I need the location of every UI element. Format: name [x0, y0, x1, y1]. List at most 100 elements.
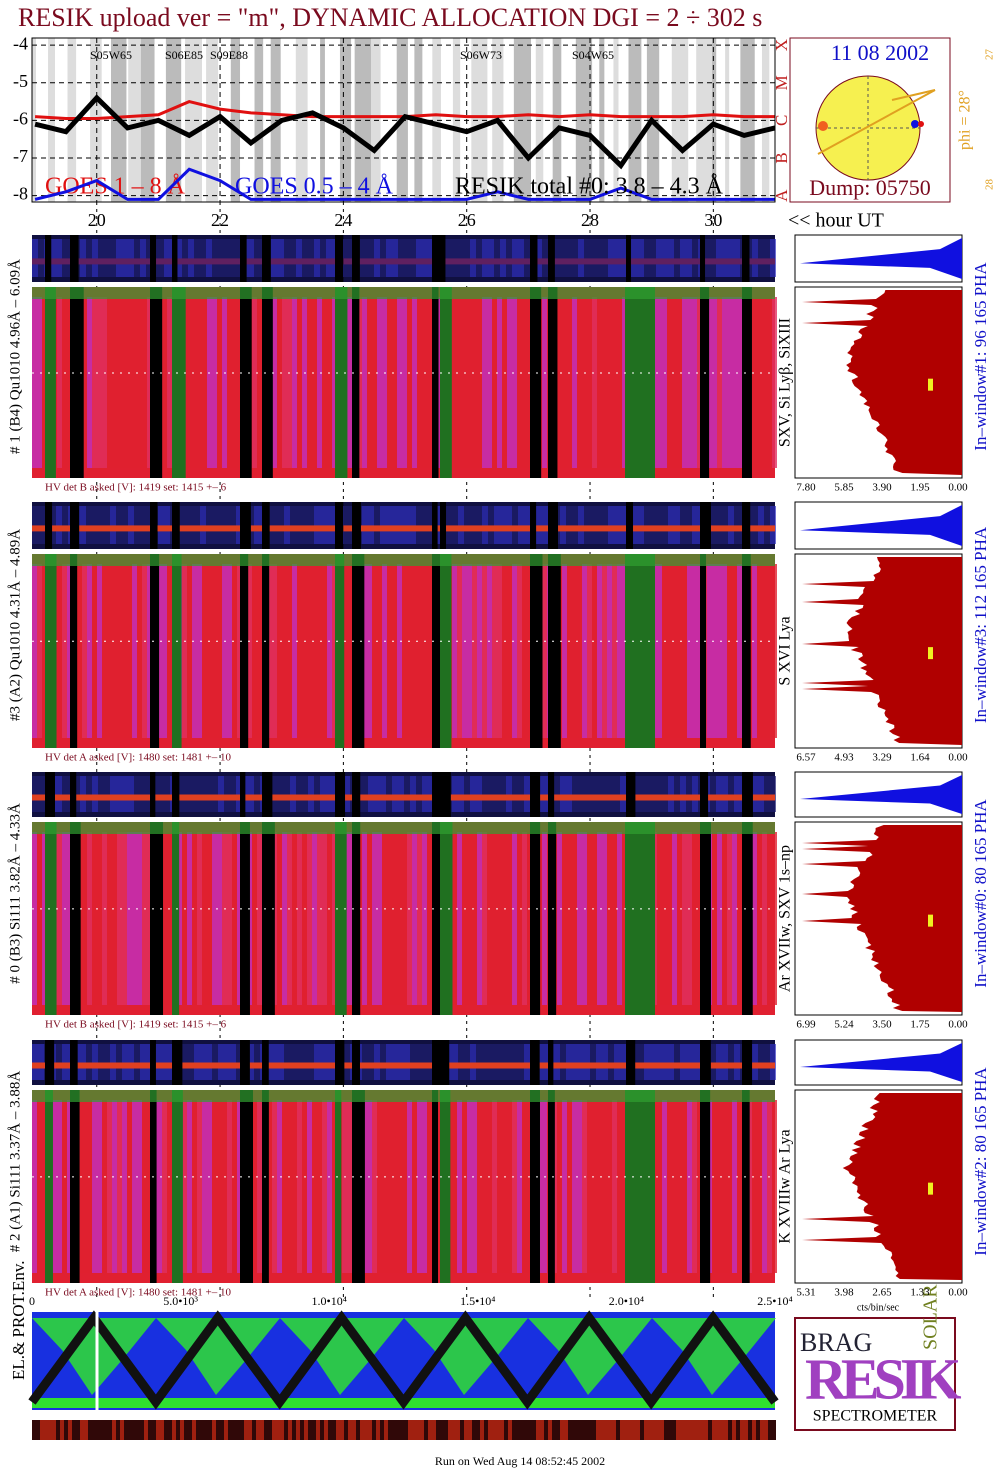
spec-col [37, 832, 42, 1005]
spec-col [372, 564, 377, 738]
hatch-stripe [140, 38, 155, 202]
spec-col [37, 564, 42, 738]
bottom-strip [516, 1420, 520, 1440]
strip-noise [692, 239, 698, 277]
spec-col [282, 832, 287, 1005]
spec-col [487, 564, 492, 738]
spec-col [507, 832, 512, 1005]
spec-col [452, 1100, 457, 1273]
spec-col [202, 1100, 207, 1273]
strip-noise [734, 1044, 740, 1080]
spec-col [677, 1100, 682, 1273]
spec-col [542, 564, 547, 738]
strip-noise [344, 776, 350, 812]
lines-label: Ar XVIIw, SXV 1s–np [777, 845, 794, 992]
spec-col [417, 832, 422, 1005]
spec-col [567, 297, 572, 468]
pha-tick: 5.24 [834, 1019, 854, 1031]
strip-gap [700, 772, 709, 817]
spec-col [212, 1100, 217, 1273]
spec-col [657, 1100, 662, 1273]
strip-noise [230, 239, 236, 277]
spec-col [257, 564, 262, 738]
spec-col [687, 1100, 692, 1273]
strip-gap [70, 772, 77, 817]
strip-noise [386, 506, 392, 544]
spec-col [707, 297, 712, 468]
spec-gap [548, 554, 561, 748]
strip-noise [572, 506, 578, 544]
strip-gap [172, 502, 180, 549]
spec-col [697, 1100, 702, 1273]
spec-col [192, 564, 197, 738]
spec-col [147, 832, 152, 1005]
spec-col [122, 1100, 127, 1273]
plot-frame [31, 37, 776, 203]
spec-col [737, 1100, 742, 1273]
spec-col [687, 297, 692, 468]
bottom-strip [376, 1420, 380, 1440]
strip-noise [326, 506, 332, 544]
spec-col [752, 1100, 757, 1273]
strip-noise [590, 506, 596, 544]
strip-noise [368, 776, 374, 812]
bottom-strip [536, 1420, 540, 1440]
bottom-strip [488, 1420, 492, 1440]
strip-noise [638, 506, 644, 544]
spec-gap [172, 1090, 183, 1283]
bottom-strip [496, 1420, 500, 1440]
strip-noise [320, 239, 326, 277]
spec-col [112, 297, 117, 468]
bottom-strip [68, 1420, 72, 1440]
pha-tick: 5.85 [834, 482, 854, 494]
strip-noise [500, 506, 506, 544]
strip-noise [512, 776, 518, 812]
spec-col [517, 832, 522, 1005]
spec-col [372, 1100, 377, 1273]
strip-noise [656, 1044, 662, 1080]
spec-col [97, 564, 102, 738]
spec-col [317, 297, 322, 468]
spec-col [602, 1100, 607, 1273]
spec-col [762, 832, 767, 1005]
spec-col [132, 564, 137, 738]
spec-col [462, 1100, 467, 1273]
strip-noise [164, 239, 170, 277]
strip-noise [248, 239, 254, 277]
spec-col [62, 832, 67, 1005]
strip-noise [62, 1044, 68, 1080]
bottom-strip [568, 1420, 572, 1440]
strip-noise [230, 776, 236, 812]
spec-col [757, 564, 762, 738]
bottom-strip [468, 1420, 472, 1440]
strip-noise [470, 239, 476, 277]
spec-col [412, 564, 417, 738]
spec-gap [172, 554, 182, 748]
spec-gap [352, 287, 360, 478]
detector-label: # 0 (B3) Si111 3.82Å – 4.33Å [7, 803, 23, 984]
spec-col [137, 564, 142, 738]
spec-gap [548, 1090, 555, 1283]
strip-noise [650, 776, 656, 812]
strip-noise [506, 776, 512, 812]
strip-noise [188, 776, 194, 812]
spec-col [247, 564, 252, 738]
strip-gap [70, 1040, 78, 1085]
y-tick-label: -8 [13, 184, 28, 204]
spec-col [82, 564, 87, 738]
bottom-strip [664, 1420, 668, 1440]
bottom-strip [552, 1420, 556, 1440]
strip-noise [710, 239, 716, 277]
spec-col [322, 832, 327, 1005]
strip-band [32, 258, 775, 265]
strip-noise [86, 506, 92, 544]
strip-noise [416, 1044, 422, 1080]
strip-noise [716, 239, 722, 277]
bottom-strip [740, 1420, 744, 1440]
strip-gap [548, 1040, 554, 1085]
spec-gap [432, 287, 439, 478]
strip-noise [218, 239, 224, 277]
strip-noise [374, 239, 380, 277]
bottom-strip [168, 1420, 172, 1440]
strip-noise [458, 776, 464, 812]
